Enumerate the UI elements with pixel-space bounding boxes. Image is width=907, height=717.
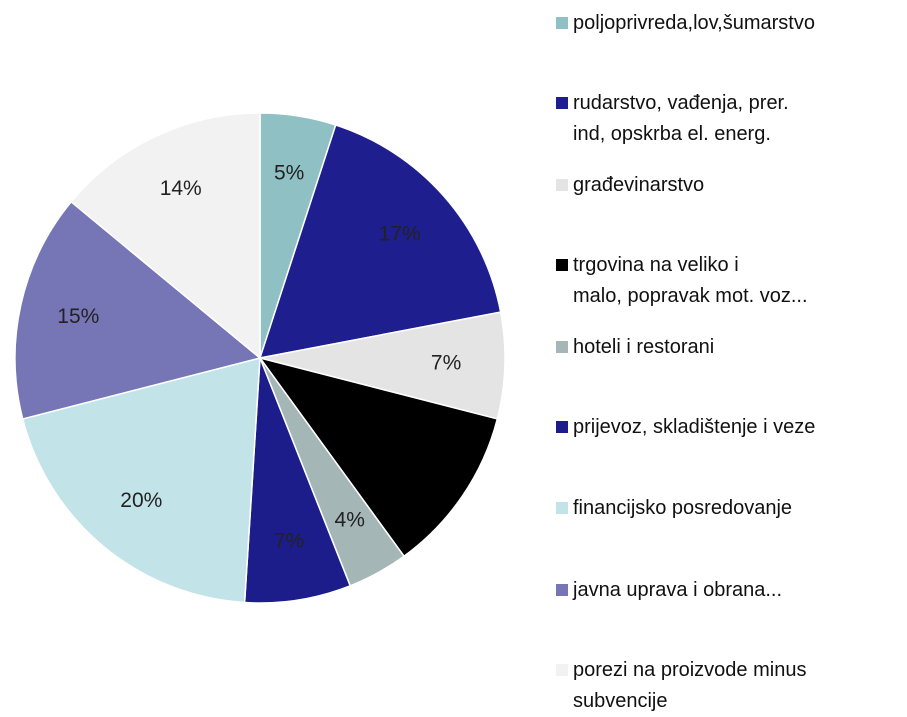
legend-label: trgovina na veliko i malo, popravak mot.… — [573, 254, 808, 307]
legend-item: hoteli i restorani — [556, 332, 714, 363]
pie-slice — [258, 356, 499, 558]
legend-label: poljoprivreda,lov,šumarstvo — [573, 12, 815, 34]
legend-label: prijevoz, skladištenje i veze — [573, 416, 816, 438]
legend-item: financijsko posredovanje — [556, 493, 792, 524]
legend-label: građevinarstvo — [573, 174, 705, 196]
legend-swatch — [556, 341, 568, 353]
legend-item: trgovina na veliko i malo, popravak mot.… — [556, 250, 808, 312]
chart: 5% 17% 7% 4% 7% 20% 15% 14% — [14, 112, 506, 604]
pie-slice — [258, 124, 502, 359]
pie-slice — [70, 112, 261, 360]
legend-swatch — [556, 17, 568, 29]
legend-swatch — [556, 584, 568, 596]
data-label: 17% — [379, 222, 421, 245]
pie-slice — [21, 357, 261, 604]
pie-slice — [14, 200, 262, 420]
legend-label: javna uprava i obrana... — [573, 579, 783, 601]
legend-item: prijevoz, skladištenje i veze — [556, 412, 815, 443]
data-label: 14% — [160, 177, 202, 200]
legend-item: rudarstvo, vađenja, prer. ind, opskrba e… — [556, 88, 789, 150]
legend-label: hoteli i restorani — [573, 336, 715, 358]
legend-label: financijsko posredovanje — [573, 497, 793, 519]
data-label: 15% — [57, 305, 99, 328]
data-label: 7% — [274, 529, 304, 552]
legend-swatch — [556, 179, 568, 191]
pie-slice — [259, 311, 506, 420]
data-label: 7% — [431, 351, 461, 374]
data-label: 4% — [335, 509, 365, 532]
legend-item: poljoprivreda,lov,šumarstvo — [556, 8, 815, 39]
legend-item: građevinarstvo — [556, 170, 704, 201]
legend-swatch — [556, 259, 568, 271]
pie-slice — [243, 357, 352, 604]
legend-swatch — [556, 502, 568, 514]
legend-swatch — [556, 97, 568, 109]
legend-item: javna uprava i obrana... — [556, 575, 782, 606]
data-label: 5% — [274, 162, 304, 185]
legend-swatch — [556, 664, 568, 676]
legend-label: porezi na proizvode minus subvencije — [573, 659, 807, 712]
legend-item: porezi na proizvode minus subvencije — [556, 655, 806, 717]
legend-label: rudarstvo, vađenja, prer. ind, opskrba e… — [573, 92, 789, 145]
legend-swatch — [556, 421, 568, 433]
data-label: 20% — [120, 489, 162, 512]
